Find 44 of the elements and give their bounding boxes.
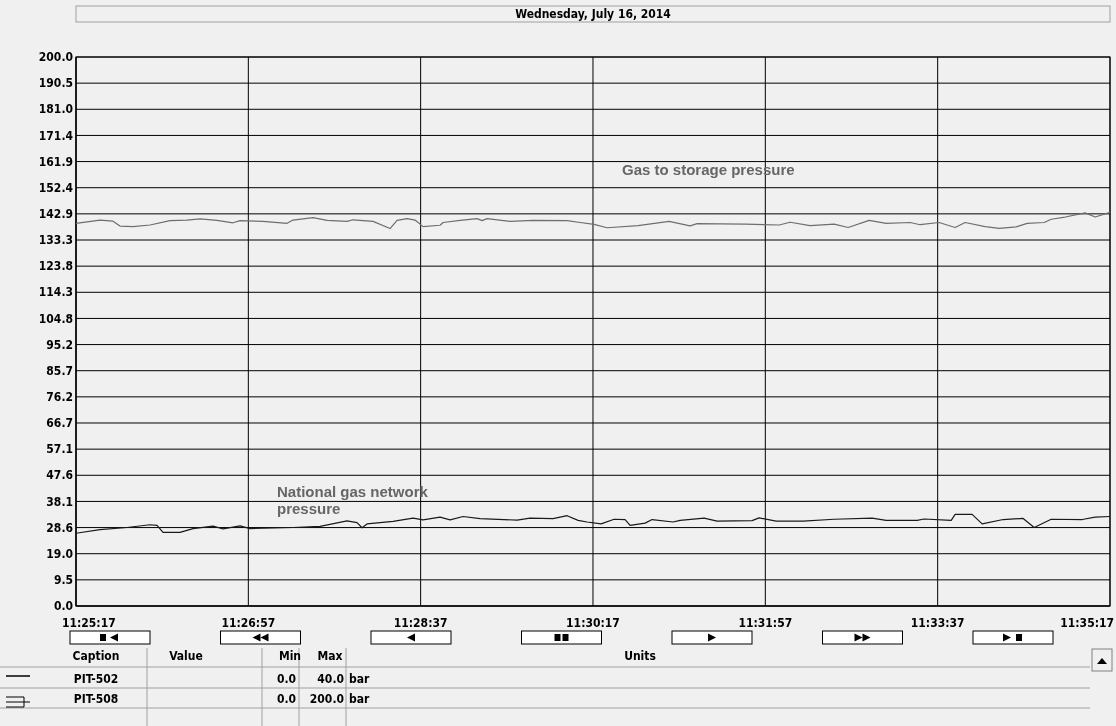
y-tick-label: 152.4 (38, 180, 74, 195)
y-tick-label: 85.7 (46, 363, 73, 378)
y-tick-label: 142.9 (38, 207, 73, 222)
y-tick-label: 95.2 (46, 337, 73, 352)
y-tick-label: 47.6 (46, 468, 73, 483)
y-tick-label: 200.0 (38, 50, 73, 65)
x-tick-label: 11:35:17 (1060, 616, 1114, 630)
y-tick-label: 104.8 (38, 311, 73, 326)
y-tick-label: 76.2 (46, 390, 73, 405)
y-tick-label: 28.6 (46, 520, 73, 535)
text: 0.0 (276, 692, 296, 706)
x-tick-label: 11:25:17 (62, 616, 116, 630)
y-tick-label: 38.1 (46, 494, 73, 509)
y-tick-label: 19.0 (46, 546, 73, 561)
text: 200.0 (309, 692, 344, 706)
x-tick-label: 11:28:37 (393, 616, 448, 630)
y-tick-label: 57.1 (46, 442, 73, 457)
y-tick-label: 181.0 (38, 102, 73, 117)
text: PIT-502 (73, 672, 119, 686)
text: 40.0 (317, 672, 344, 686)
y-tick-label: 123.8 (38, 259, 73, 274)
y-tick-label: 9.5 (53, 573, 73, 588)
line-series (75, 211, 1111, 230)
y-tick-label: 190.5 (38, 76, 73, 91)
text: 0.0 (276, 672, 296, 686)
text: Value (169, 649, 203, 663)
x-tick-label: 11:26:57 (221, 616, 276, 630)
x-tick-label: 11:33:37 (910, 616, 965, 630)
y-tick-label: 171.4 (38, 128, 74, 143)
text: Units (624, 649, 656, 663)
x-tick-label: 11:31:57 (738, 616, 793, 630)
text: Min (278, 649, 302, 663)
y-tick-label: 161.9 (38, 154, 73, 169)
y-tick-label: 66.7 (46, 416, 73, 431)
text: Caption (72, 649, 120, 663)
y-tick-label: 114.3 (38, 285, 73, 300)
text: bar (349, 672, 371, 686)
chart-title: Wednesday, July 16, 2014 (515, 7, 672, 21)
text: bar (349, 692, 371, 706)
y-tick-label: 0.0 (53, 599, 73, 614)
text: Max (317, 649, 343, 663)
y-tick-label: 133.3 (38, 233, 73, 248)
x-tick-label: 11:30:17 (566, 616, 620, 630)
text: PIT-508 (73, 692, 119, 706)
